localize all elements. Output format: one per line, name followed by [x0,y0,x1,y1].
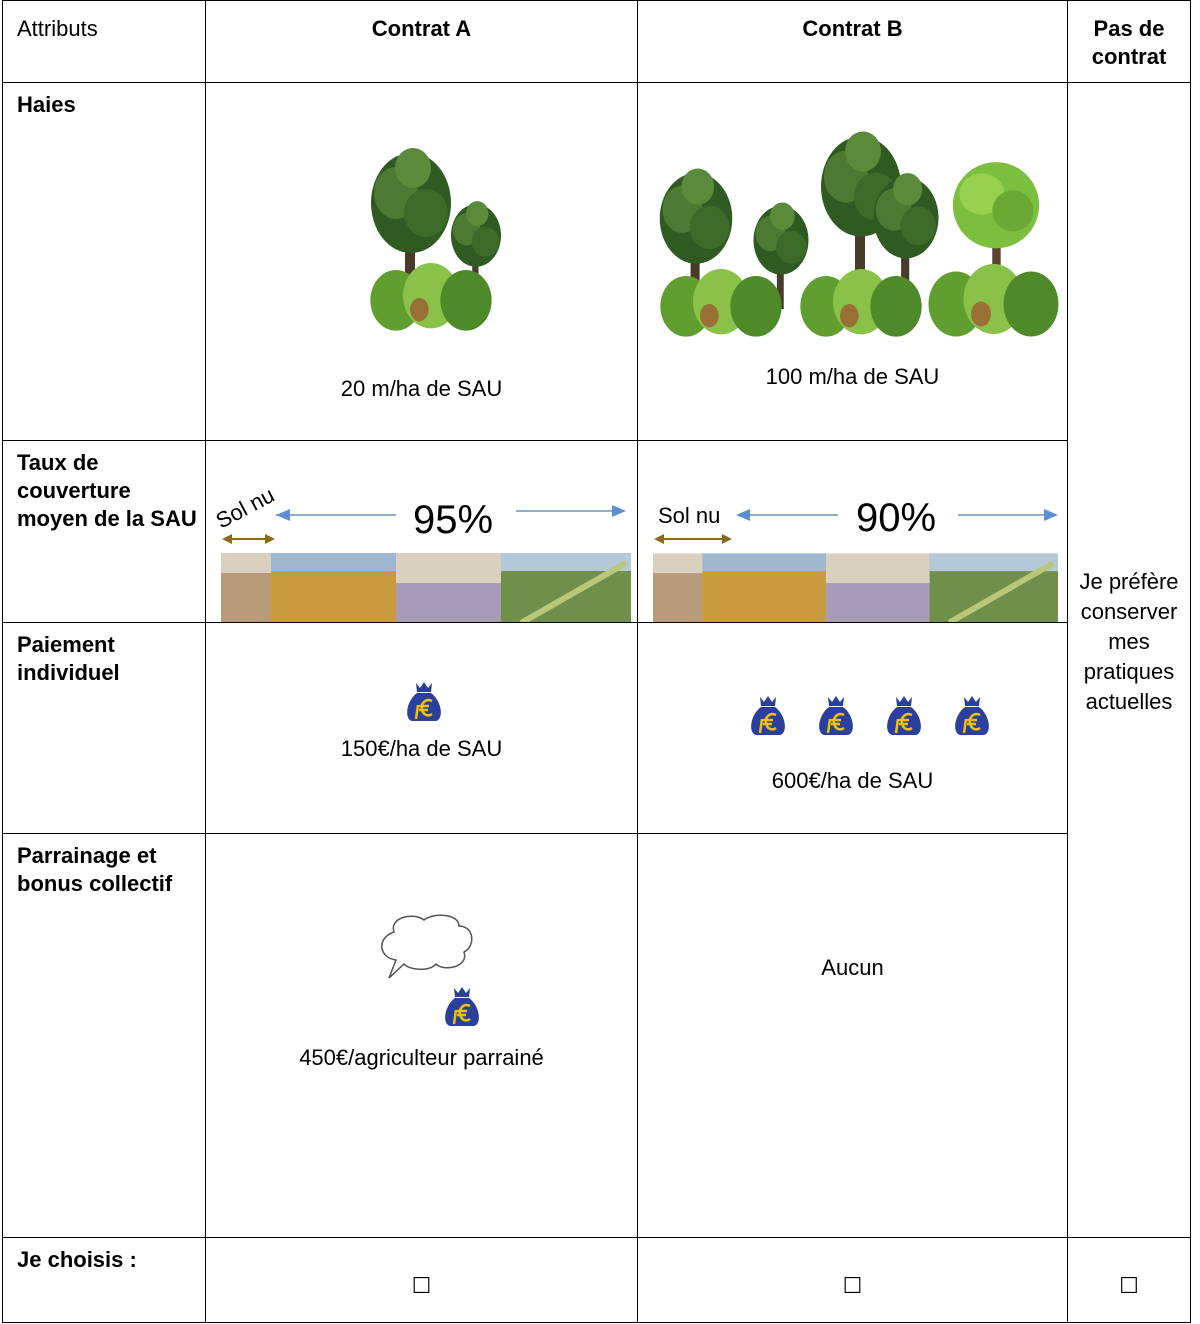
choice-cell: ☐ [1067,1237,1191,1323]
header-no-contract: Pas de contrat [1091,16,1167,69]
no-contract-cell: Je préfère conserver mes pratiques actue… [1067,82,1191,1238]
row-label-cell: Taux de couverture moyen de la SAU [2,440,206,623]
hedge-image [370,148,501,331]
money-bag-icon [405,680,443,723]
hedge-text: 20 m/ha de SAU [340,376,503,401]
header-cell: Contrat B [637,0,1068,83]
row-label-cell: Je choisis : [2,1237,206,1323]
hedge-text: 100 m/ha de SAU [765,364,940,389]
payment-text: 150€/ha de SAU [340,736,503,761]
row-label: Haies [17,92,76,117]
money-bags-icon [749,694,991,737]
checkbox[interactable]: ☐ [842,1273,863,1298]
row-label-cell: Paiement individuel [2,622,206,834]
header-attributes: Attributs [17,16,98,41]
coverage-cell: Sol nu 90% [637,440,1068,623]
row-label: Paiement individuel [17,632,120,685]
coverage-cell: Sol nu 95% [205,440,638,623]
speech-bubble-icon [381,914,473,979]
sponsorship-text: Aucun [821,955,884,980]
row-label: Je choisis : [17,1247,137,1272]
header-contract-b: Contrat B [802,16,903,41]
coverage-label: 90% [856,496,936,540]
row-label-cell: Haies [2,82,206,441]
coverage-label: 95% [413,498,493,542]
payment-cell: 150€/ha de SAU [205,622,638,834]
sponsorship-text: 450€/agriculteur parrainé [299,1045,544,1070]
payment-text: 600€/ha de SAU [771,768,934,793]
row-label: Taux de couverture moyen de la SAU [17,450,197,531]
payment-cell: 600€/ha de SAU [637,622,1068,834]
choice-cell: ☐ [637,1237,1068,1323]
row-label: Parrainage et bonus collectif [17,843,173,896]
bare-soil-label: Sol nu [658,503,720,528]
bare-soil-label: Sol nu [212,482,279,533]
hedge-image [659,131,1059,337]
hedge-cell: 100 m/ha de SAU [637,82,1068,441]
header-cell: Attributs [2,0,206,83]
checkbox[interactable]: ☐ [411,1273,432,1298]
coverage-image: Sol nu 90% [648,476,1058,623]
row-label-cell: Parrainage et bonus collectif [2,833,206,1238]
header-contract-a: Contrat A [371,16,472,41]
coverage-image: Sol nu 95% [212,476,636,623]
sponsorship-cell: Aucun [637,833,1068,1238]
header-cell: Pas de contrat [1067,0,1191,83]
choice-cell: ☐ [205,1237,638,1323]
header-cell: Contrat A [205,0,638,83]
no-contract-text: Je préfère conserver mes pratiques actue… [1079,569,1179,714]
checkbox[interactable]: ☐ [1119,1273,1139,1298]
sponsorship-cell: 450€/agriculteur parrainé [205,833,638,1238]
money-bag-icon [443,985,481,1028]
hedge-cell: 20 m/ha de SAU [205,82,638,441]
